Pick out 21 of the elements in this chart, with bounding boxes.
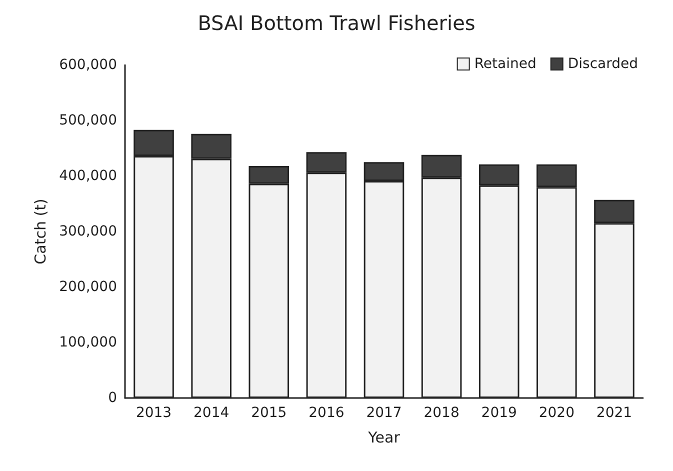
y-axis-title: Catch (t) — [32, 198, 50, 264]
x-tick-label: 2013 — [136, 405, 172, 421]
x-tick-label: 2016 — [308, 405, 344, 421]
x-tick-label: 2014 — [194, 405, 230, 421]
x-tick-label: 2020 — [538, 405, 574, 421]
y-tick-label: 500,000 — [59, 112, 117, 128]
y-tick-label: 300,000 — [59, 224, 117, 240]
y-tick-label: 600,000 — [59, 57, 117, 73]
y-tick-label: 400,000 — [59, 168, 117, 184]
x-tick-label: 2017 — [366, 405, 402, 421]
legend-label: Retained — [474, 56, 536, 72]
x-axis-title: Year — [367, 428, 401, 446]
y-tick-label: 0 — [108, 390, 117, 406]
x-tick-label: 2018 — [424, 405, 460, 421]
legend-label: Discarded — [568, 56, 638, 72]
y-tick-label: 200,000 — [59, 279, 117, 295]
x-tick-label: 2021 — [596, 405, 632, 421]
x-tick-label: 2015 — [251, 405, 287, 421]
chart-title: BSAI Bottom Trawl Fisheries — [198, 11, 476, 35]
y-tick-label: 100,000 — [59, 334, 117, 350]
x-tick-label: 2019 — [481, 405, 517, 421]
